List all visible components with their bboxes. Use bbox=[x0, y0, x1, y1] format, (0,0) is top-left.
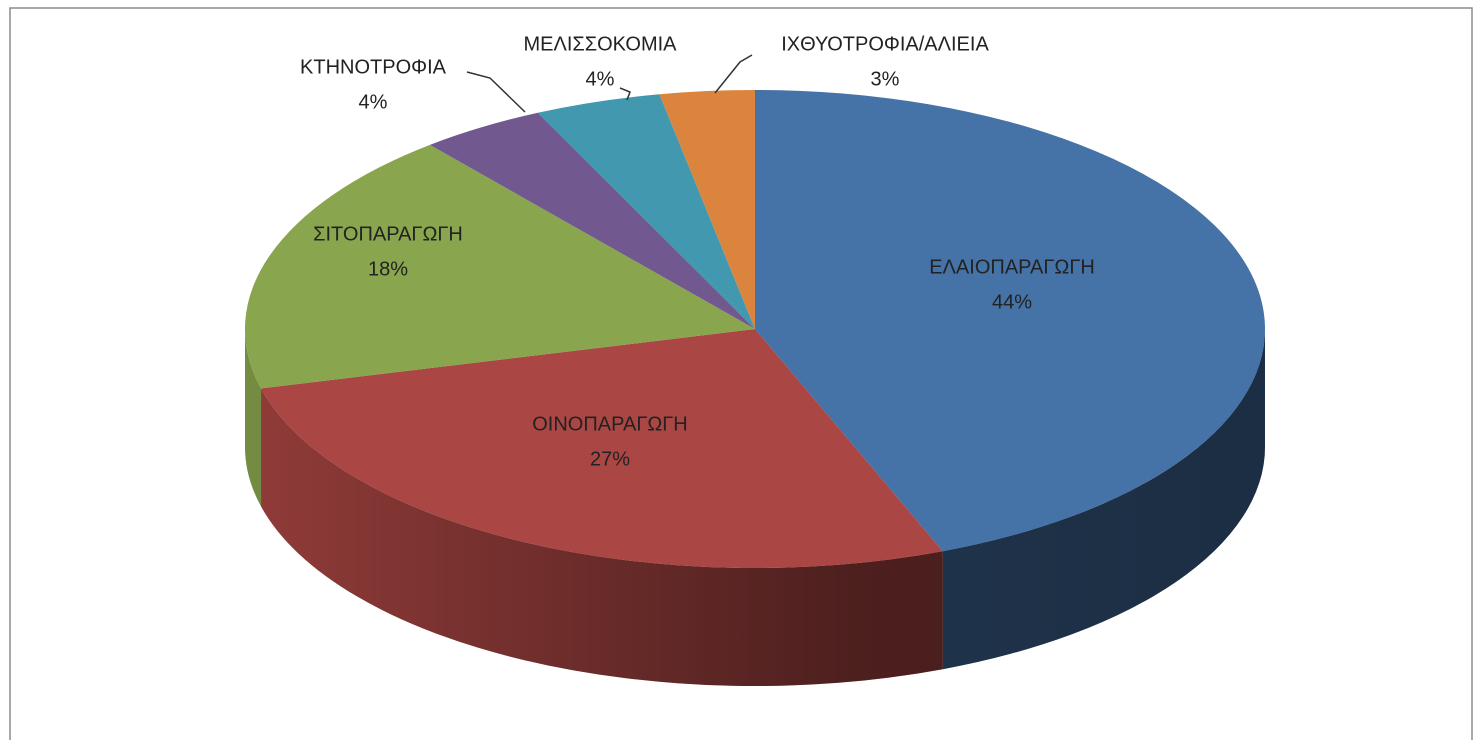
slice-label: ΣΙΤΟΠΑΡΑΓΩΓΗ bbox=[313, 223, 463, 245]
pie-slice bbox=[537, 94, 755, 330]
slice-value-label: 44% bbox=[992, 291, 1032, 313]
slice-label: ΜΕΛΙΣΣΟΚΟΜΙΑ bbox=[523, 33, 677, 55]
slice-label: ΕΛΑΙΟΠΑΡΑΓΩΓΗ bbox=[929, 256, 1095, 278]
pie-side-shade bbox=[245, 329, 262, 507]
chart-border bbox=[9, 7, 1473, 740]
slice-value-label: 27% bbox=[590, 448, 630, 470]
leader-line bbox=[466, 71, 526, 113]
pie-side-shade bbox=[942, 329, 1265, 670]
pie-side-shade bbox=[261, 388, 943, 686]
slice-value-label: 4% bbox=[586, 68, 615, 90]
pie-slice bbox=[245, 144, 755, 389]
leader-line bbox=[619, 87, 631, 101]
pie-slice bbox=[755, 90, 1265, 552]
pie-slice bbox=[429, 112, 755, 329]
slice-value-label: 18% bbox=[368, 258, 408, 280]
pie-slice bbox=[659, 90, 755, 329]
slice-label: ΙΧΘΥΟΤΡΟΦΙΑ/ΑΛΙΕΙΑ bbox=[781, 33, 989, 55]
leader-line bbox=[714, 54, 753, 94]
pie-slice bbox=[261, 329, 943, 568]
slice-value-label: 3% bbox=[871, 68, 900, 90]
slice-label: ΟΙΝΟΠΑΡΑΓΩΓΗ bbox=[532, 413, 688, 435]
slice-value-label: 4% bbox=[359, 91, 388, 113]
slice-label: ΚΤΗΝΟΤΡΟΦΙΑ bbox=[300, 56, 447, 78]
